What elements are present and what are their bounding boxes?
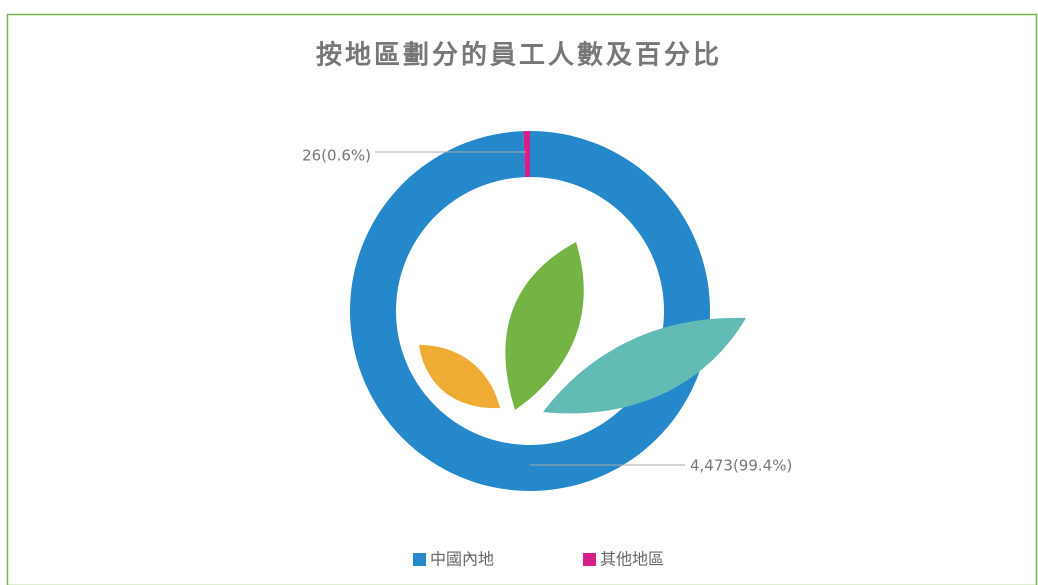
leaf-orange [419, 345, 500, 409]
legend-swatch [583, 553, 596, 566]
logo [419, 242, 746, 414]
legend-label: 中國內地 [430, 550, 494, 569]
chart-title: 按地區劃分的員工人數及百分比 [316, 40, 722, 71]
legend-swatch [413, 553, 426, 566]
leaf-teal [543, 317, 746, 414]
data-label: 4,473(99.4%) [690, 457, 792, 475]
legend-label: 其他地區 [600, 550, 664, 569]
leaf-green [505, 242, 584, 410]
data-label: 26(0.6%) [302, 147, 371, 165]
legend: 中國內地 其他地區 [413, 550, 664, 569]
slice [523, 131, 530, 178]
slices [349, 131, 710, 491]
